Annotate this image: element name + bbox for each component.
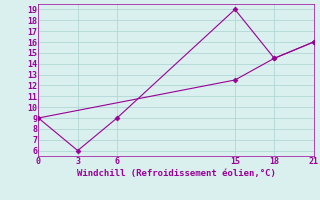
X-axis label: Windchill (Refroidissement éolien,°C): Windchill (Refroidissement éolien,°C) [76,169,276,178]
